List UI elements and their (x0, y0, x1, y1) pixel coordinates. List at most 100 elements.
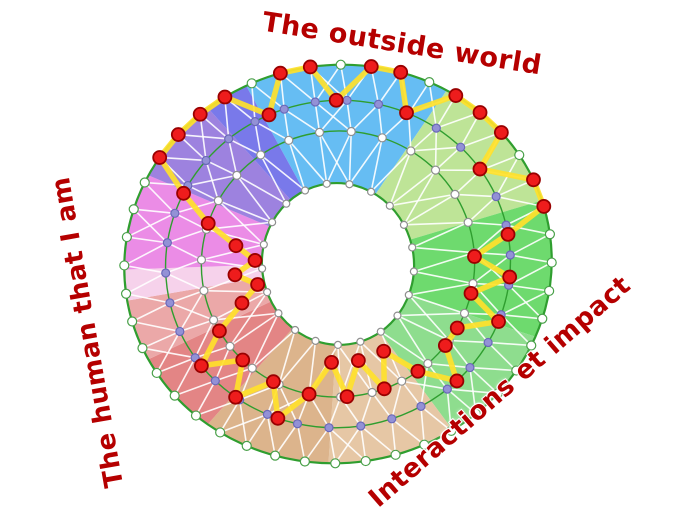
mesh-line (396, 315, 429, 364)
mesh-line (446, 388, 477, 415)
mesh-line (413, 270, 474, 285)
mesh-line (318, 131, 351, 185)
red-node (324, 355, 339, 370)
mesh-line (205, 160, 220, 201)
red-node (363, 59, 379, 74)
inner-ring-node (311, 336, 320, 345)
mesh-line (304, 427, 330, 462)
inner-ring-node (333, 340, 343, 349)
middle-ring-node (310, 97, 320, 107)
inner-ring-node (366, 187, 376, 196)
red-node (228, 238, 244, 254)
mesh-line (133, 208, 168, 244)
red-node (437, 338, 453, 353)
mesh-line (318, 99, 348, 133)
outer-ring-node (537, 313, 548, 324)
third-ring-node (397, 376, 407, 386)
mesh-line (278, 340, 317, 385)
red-node (393, 64, 409, 80)
mesh-line (410, 127, 437, 152)
mesh-line (449, 339, 489, 344)
mesh-line (359, 341, 403, 382)
outer-ring-node (330, 458, 341, 469)
inner-ring-node (399, 220, 409, 229)
mesh-line (167, 242, 202, 261)
mesh-line (473, 224, 507, 254)
mesh-line (156, 356, 196, 374)
red-node (502, 269, 518, 285)
red-node (526, 172, 541, 188)
middle-ring-node (456, 142, 466, 152)
mesh-line (288, 139, 328, 185)
mesh-line (279, 72, 316, 103)
outer-ring-node (270, 450, 281, 461)
mesh-line (274, 423, 299, 457)
mesh-line (413, 251, 475, 273)
inner-ring-node (409, 267, 418, 276)
mesh-line (194, 345, 231, 359)
third-ring-node (284, 135, 294, 145)
mesh-line (328, 427, 337, 464)
middle-ring-node (165, 298, 175, 308)
outer-ring-node (137, 342, 148, 354)
sector-green (408, 200, 552, 337)
mesh-line (187, 184, 219, 202)
outer-ring-node (335, 59, 346, 70)
red-node (472, 161, 488, 177)
mesh-line (371, 392, 393, 420)
mesh-line (236, 174, 287, 205)
inner-ring-node (356, 337, 365, 346)
inner-ring-node (274, 309, 283, 318)
mesh-line (496, 195, 544, 208)
middle-ring-node (292, 419, 303, 429)
inner-ring-node (393, 311, 402, 320)
mesh-line (501, 313, 543, 320)
mesh-line (389, 193, 456, 207)
mesh-line (314, 64, 342, 103)
red-nodes (152, 59, 552, 426)
red-node (170, 127, 186, 142)
red-node (536, 199, 552, 214)
red-node (272, 65, 288, 81)
mesh-line (360, 392, 373, 427)
mesh-line (403, 193, 456, 226)
outer-ring-node (127, 316, 138, 327)
mesh-line (403, 221, 469, 226)
middle-ring-node (505, 250, 515, 260)
mesh-line (401, 380, 422, 407)
inner-ring-node (282, 199, 291, 208)
mesh-line (142, 347, 196, 359)
mesh-line (251, 312, 280, 369)
mesh-line (169, 289, 205, 304)
mesh-line (142, 330, 181, 349)
inner-ring-node (404, 290, 413, 300)
mesh-line (389, 169, 437, 207)
mesh-line (469, 366, 499, 395)
mesh-line (370, 150, 412, 193)
outer-ring-node (424, 77, 435, 88)
mesh-line (488, 341, 532, 347)
mesh-line (288, 140, 306, 191)
third-ring-node (225, 341, 235, 351)
mesh-line (508, 261, 553, 286)
mesh-line (260, 154, 306, 192)
mesh-line (467, 195, 497, 223)
outer-ring-node (360, 455, 371, 467)
red-node (235, 352, 251, 368)
red-node (192, 106, 208, 122)
third-ring-node (232, 170, 242, 180)
mesh-line (126, 212, 176, 238)
mesh-line (259, 154, 287, 205)
outer-ring-node (526, 340, 537, 351)
mesh-line (390, 418, 397, 455)
mesh-line (213, 312, 279, 321)
third-ring-node (377, 133, 387, 143)
mesh-line (408, 294, 450, 342)
red-node (493, 125, 509, 140)
mesh-line (283, 108, 320, 134)
inner-ring-node (268, 218, 277, 227)
red-node (302, 59, 318, 75)
third-ring-node (247, 363, 257, 373)
mesh-line (215, 367, 253, 382)
